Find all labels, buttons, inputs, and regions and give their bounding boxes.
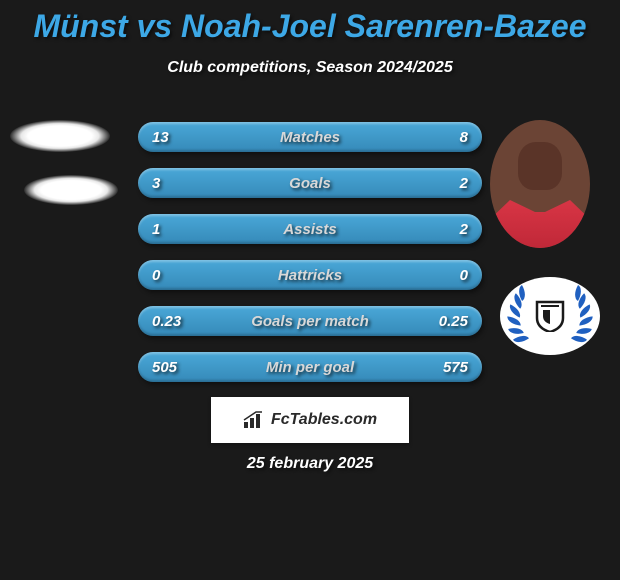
- player-right-avatar: [490, 120, 590, 248]
- stat-right-value: 0.25: [439, 313, 468, 330]
- laurel-left-icon: [505, 285, 533, 347]
- stat-left-value: 505: [152, 359, 177, 376]
- stat-row-min-per-goal: 505 Min per goal 575: [138, 352, 482, 382]
- stat-label: Min per goal: [266, 359, 354, 376]
- stat-row-assists: 1 Assists 2: [138, 214, 482, 244]
- stat-left-value: 1: [152, 221, 160, 238]
- stat-row-matches: 13 Matches 8: [138, 122, 482, 152]
- stat-label: Hattricks: [278, 267, 342, 284]
- stat-row-goals-per-match: 0.23 Goals per match 0.25: [138, 306, 482, 336]
- stat-label: Matches: [280, 129, 340, 146]
- brand-text: FcTables.com: [271, 411, 377, 429]
- stat-left-value: 0.23: [152, 313, 181, 330]
- laurel-right-icon: [567, 285, 595, 347]
- club-right-badge: [500, 277, 600, 355]
- stat-label: Goals per match: [251, 313, 369, 330]
- comparison-subtitle: Club competitions, Season 2024/2025: [0, 59, 620, 77]
- brand-footer: FcTables.com: [211, 397, 409, 443]
- stat-left-value: 13: [152, 129, 169, 146]
- stat-row-goals: 3 Goals 2: [138, 168, 482, 198]
- stat-right-value: 575: [443, 359, 468, 376]
- date-label: 25 february 2025: [0, 455, 620, 473]
- club-left-badge-placeholder: [24, 175, 118, 205]
- shield-icon: [535, 300, 565, 332]
- stat-left-value: 0: [152, 267, 160, 284]
- player-left-avatar-placeholder: [10, 120, 110, 152]
- stat-label: Goals: [289, 175, 331, 192]
- chart-icon: [243, 411, 265, 429]
- stat-row-hattricks: 0 Hattricks 0: [138, 260, 482, 290]
- comparison-title: Münst vs Noah-Joel Sarenren-Bazee: [0, 0, 620, 45]
- stat-right-value: 8: [460, 129, 468, 146]
- stat-left-value: 3: [152, 175, 160, 192]
- stats-list: 13 Matches 8 3 Goals 2 1 Assists 2 0 Hat…: [138, 122, 482, 398]
- stat-label: Assists: [283, 221, 336, 238]
- stat-right-value: 0: [460, 267, 468, 284]
- stat-right-value: 2: [460, 221, 468, 238]
- stat-right-value: 2: [460, 175, 468, 192]
